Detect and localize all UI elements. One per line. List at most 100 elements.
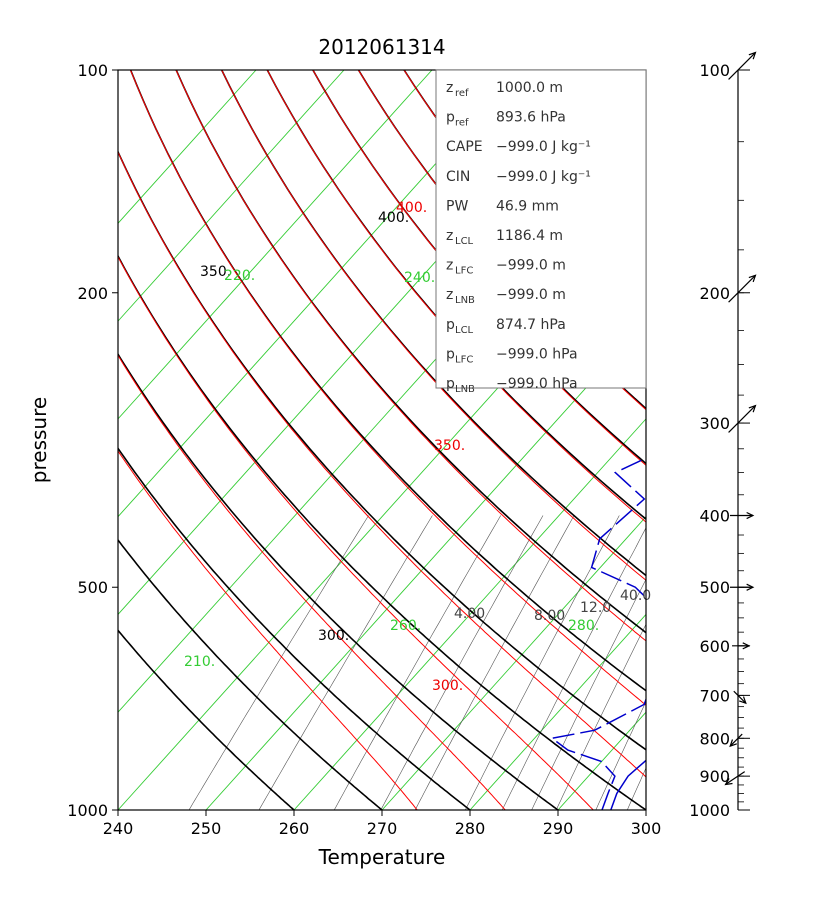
isotherm-line — [118, 70, 521, 518]
info-symbol: p — [446, 110, 455, 126]
info-value: 893.6 hPa — [496, 110, 566, 126]
x-tick-label: 290 — [543, 819, 574, 838]
isotherm-line — [381, 515, 646, 810]
mixing-ratio-line — [501, 527, 646, 810]
wind-level-label: 200 — [699, 284, 730, 303]
dry-adiabat-line — [129, 70, 646, 692]
x-tick-label: 250 — [191, 819, 222, 838]
wind-arrow — [728, 405, 756, 433]
curve-label: 4.00 — [454, 606, 485, 622]
wind-arrow-head — [746, 583, 755, 591]
x-tick-label: 260 — [279, 819, 310, 838]
moist-adiabat-line — [118, 354, 506, 810]
wind-arrow-head — [739, 696, 747, 705]
moist-adiabat-line — [118, 255, 594, 810]
info-subscript: ref — [455, 88, 469, 99]
wind-level-label: 700 — [699, 686, 730, 705]
wind-level-label: 400 — [699, 507, 730, 526]
y-tick-label: 500 — [77, 578, 108, 597]
wind-arrow-head — [729, 739, 737, 748]
dry-adiabat-line — [118, 629, 295, 810]
info-subscript: LNB — [455, 384, 475, 395]
curve-label: 350. — [200, 264, 231, 280]
wind-level-label: 100 — [699, 61, 730, 80]
dry-adiabat-line — [175, 70, 646, 634]
wind-level-label: 900 — [699, 767, 730, 786]
info-symbol: CAPE — [446, 139, 483, 155]
mixing-ratio-line — [188, 515, 369, 810]
y-tick-label: 1000 — [67, 801, 108, 820]
wind-arrow-head — [748, 404, 757, 413]
mixing-ratio-line — [333, 515, 501, 810]
curve-label: 12.0 — [580, 600, 611, 616]
isotherm-line — [118, 70, 257, 225]
info-symbol: p — [446, 376, 455, 392]
curve-label: 400. — [378, 210, 409, 226]
isotherm-line — [469, 613, 646, 810]
info-symbol: PW — [446, 198, 468, 214]
info-value: 46.9 mm — [496, 198, 559, 214]
info-subscript: ref — [455, 118, 469, 129]
mixing-ratio-line — [531, 578, 646, 810]
wind-arrow-head — [724, 778, 733, 786]
wind-arrow — [729, 733, 743, 747]
info-symbol: CIN — [446, 169, 470, 185]
wind-arrow — [725, 771, 746, 785]
mixing-ratio-line — [595, 700, 646, 810]
info-value: −999.0 m — [496, 258, 566, 274]
dry-adiabat-line — [118, 538, 383, 810]
curve-label: 8.00 — [534, 608, 565, 624]
isotherm-line — [118, 70, 345, 322]
info-value: −999.0 hPa — [496, 376, 578, 392]
x-tick-label: 300 — [631, 819, 662, 838]
info-subscript: LCL — [455, 236, 474, 247]
curve-label: 300. — [318, 628, 349, 644]
y-axis-title: pressure — [27, 397, 51, 483]
wind-arrow-head — [748, 274, 757, 283]
wind-arrow — [733, 690, 747, 704]
isotherm-line — [118, 222, 646, 810]
wind-arrow-head — [746, 511, 755, 520]
moist-adiabat-line — [221, 70, 646, 581]
x-tick-label: 270 — [367, 819, 398, 838]
info-symbol: z — [446, 228, 453, 244]
y-tick-label: 200 — [77, 284, 108, 303]
chart-title: 2012061314 — [318, 35, 445, 59]
moist-adiabat-line — [130, 70, 646, 706]
wind-level-label: 500 — [699, 578, 730, 597]
isotherm-line — [118, 70, 433, 420]
info-value: 1186.4 m — [496, 228, 563, 244]
wind-arrow-head — [748, 51, 757, 60]
x-tick-label: 240 — [103, 819, 134, 838]
curve-label: 220. — [224, 268, 255, 284]
curve-label: 260. — [390, 618, 421, 634]
wind-arrow — [728, 274, 756, 303]
mixing-ratio-line — [258, 515, 433, 810]
dry-adiabat-line — [118, 446, 471, 810]
info-value: 1000.0 m — [496, 80, 563, 96]
info-symbol: z — [446, 80, 453, 96]
info-box-frame — [435, 69, 647, 389]
wind-level-label: 800 — [699, 729, 730, 748]
curve-label: 400. — [396, 200, 427, 216]
info-subscript: LCL — [455, 325, 474, 336]
curve-label: 300. — [432, 678, 463, 694]
moist-adiabat-line — [118, 450, 418, 810]
info-subscript: LNB — [455, 295, 475, 306]
wind-level-label: 1000 — [689, 801, 730, 820]
mixing-ratio-line — [465, 515, 620, 810]
isotherm-line — [645, 809, 646, 810]
mixing-ratio-line — [555, 623, 646, 810]
wind-arrow-head — [742, 642, 751, 650]
info-value: −999.0 J kg⁻¹ — [496, 169, 591, 185]
dry-adiabat-line — [118, 149, 646, 751]
curve-label: 210. — [184, 654, 215, 670]
wind-barb-column: 100 200 300 400 500 600 700 800 900 1000 — [689, 51, 757, 820]
info-value: −999.0 J kg⁻¹ — [496, 139, 591, 155]
wind-level-label: 300 — [699, 414, 730, 433]
wind-level-label: 600 — [699, 637, 730, 656]
info-symbol: p — [446, 346, 455, 362]
dry-adiabat-line — [118, 352, 559, 810]
